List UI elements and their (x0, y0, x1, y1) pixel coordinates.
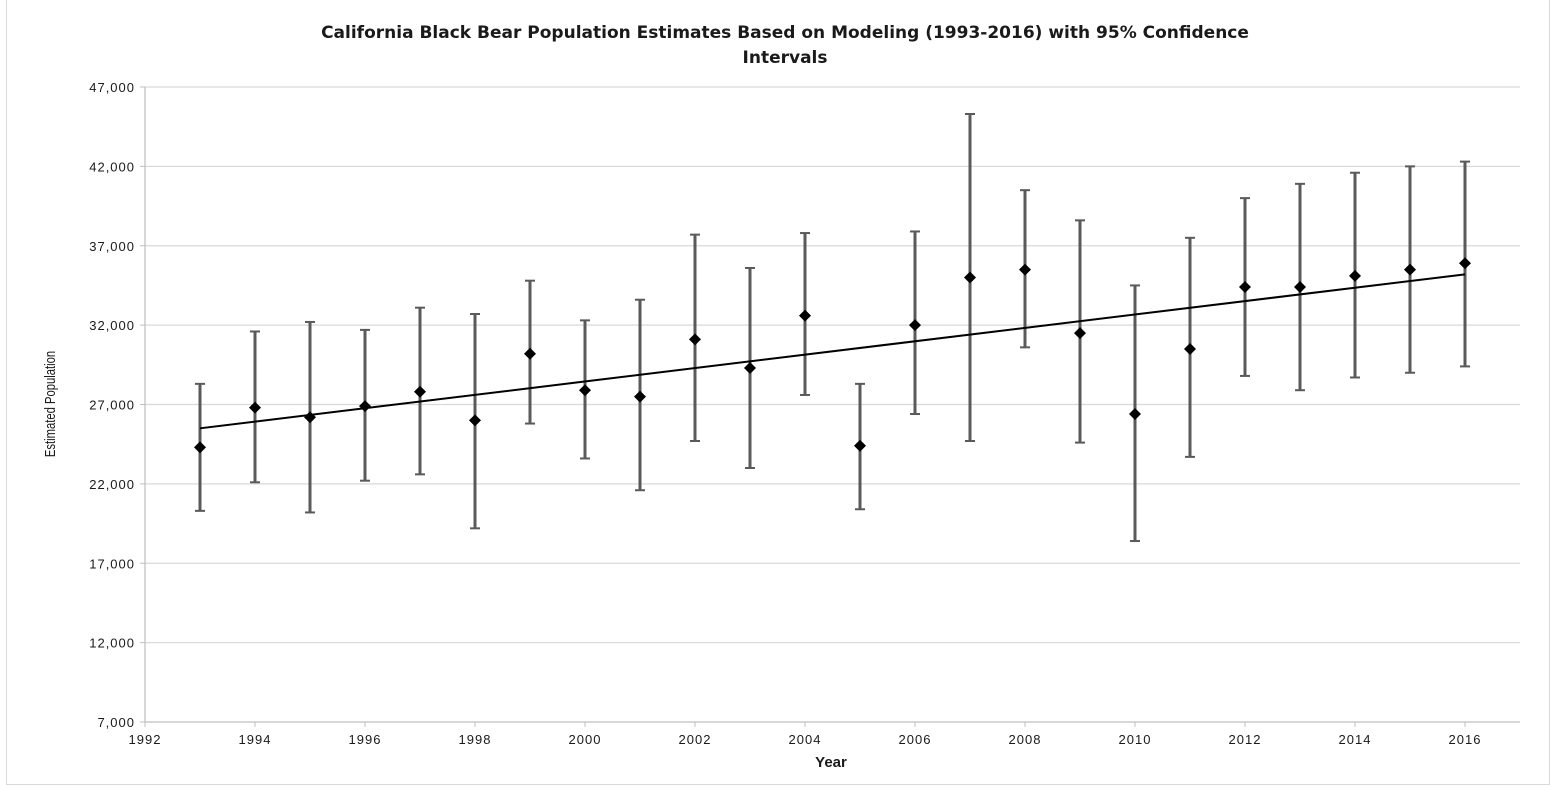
x-tick-label: 2014 (1339, 732, 1372, 747)
data-point (1404, 263, 1416, 276)
gridlines (145, 86, 1520, 644)
y-tick-label: 12,000 (89, 636, 135, 651)
data-point (194, 441, 206, 454)
data-point (414, 385, 426, 398)
y-tick-label: 27,000 (89, 398, 135, 413)
y-tick-label: 7,000 (97, 715, 135, 730)
data-point (1459, 257, 1471, 270)
trendline (199, 273, 1466, 430)
y-tick-label: 17,000 (89, 556, 135, 571)
x-tick-label: 2004 (789, 732, 822, 747)
data-point (799, 309, 811, 322)
data-point (359, 400, 371, 413)
data-point (909, 319, 921, 332)
x-tick-label: 2012 (1229, 732, 1262, 747)
error-bars (195, 112, 1470, 543)
y-tick-label: 32,000 (89, 318, 135, 333)
data-point (854, 439, 866, 452)
data-point (1074, 327, 1086, 340)
x-tick-label: 2016 (1449, 732, 1482, 747)
y-axis-label: Estimated Population (41, 351, 58, 457)
x-tick-label: 1996 (349, 732, 382, 747)
x-tick-label: 1992 (129, 732, 162, 747)
data-point (249, 401, 261, 414)
trendline-layer (199, 273, 1466, 430)
data-point (524, 347, 536, 360)
x-tick-label: 1998 (459, 732, 492, 747)
y-tick-label: 47,000 (89, 80, 135, 95)
data-point (1349, 269, 1361, 282)
x-tick-label: 2010 (1119, 732, 1152, 747)
data-point (579, 384, 591, 397)
x-tick-label: 1994 (239, 732, 272, 747)
chart-frame (6, 0, 1550, 785)
data-point (744, 361, 756, 374)
data-point (1129, 408, 1141, 421)
y-tick-label: 22,000 (89, 477, 135, 492)
x-tick-label: 2000 (569, 732, 602, 747)
data-point (964, 271, 976, 284)
y-tick-label: 37,000 (89, 239, 135, 254)
chart-title-line-2: Intervals (743, 48, 828, 68)
x-tick-label: 2006 (899, 732, 932, 747)
data-markers (194, 257, 1471, 454)
y-tick-labels: 7,000 12,000 17,000 22,000 27,000 32,000 37,00… (89, 80, 135, 730)
x-tick-label: 2008 (1009, 732, 1042, 747)
data-point (469, 414, 481, 427)
x-axis-label: Year (815, 754, 847, 771)
x-tick-label: 2002 (679, 732, 712, 747)
data-point (1019, 263, 1031, 276)
data-point (689, 333, 701, 346)
chart-title-line-1: California Black Bear Population Estimat… (321, 23, 1249, 43)
data-point (634, 390, 646, 403)
axes (140, 86, 1520, 727)
data-point (1184, 342, 1196, 355)
data-point (304, 411, 316, 424)
data-point (1294, 281, 1306, 294)
data-point (1239, 281, 1251, 294)
y-tick-label: 42,000 (89, 159, 135, 174)
x-tick-labels: 1992 1994 1996 1998 2000 2002 2004 2006 2008 2010… (129, 732, 1482, 747)
